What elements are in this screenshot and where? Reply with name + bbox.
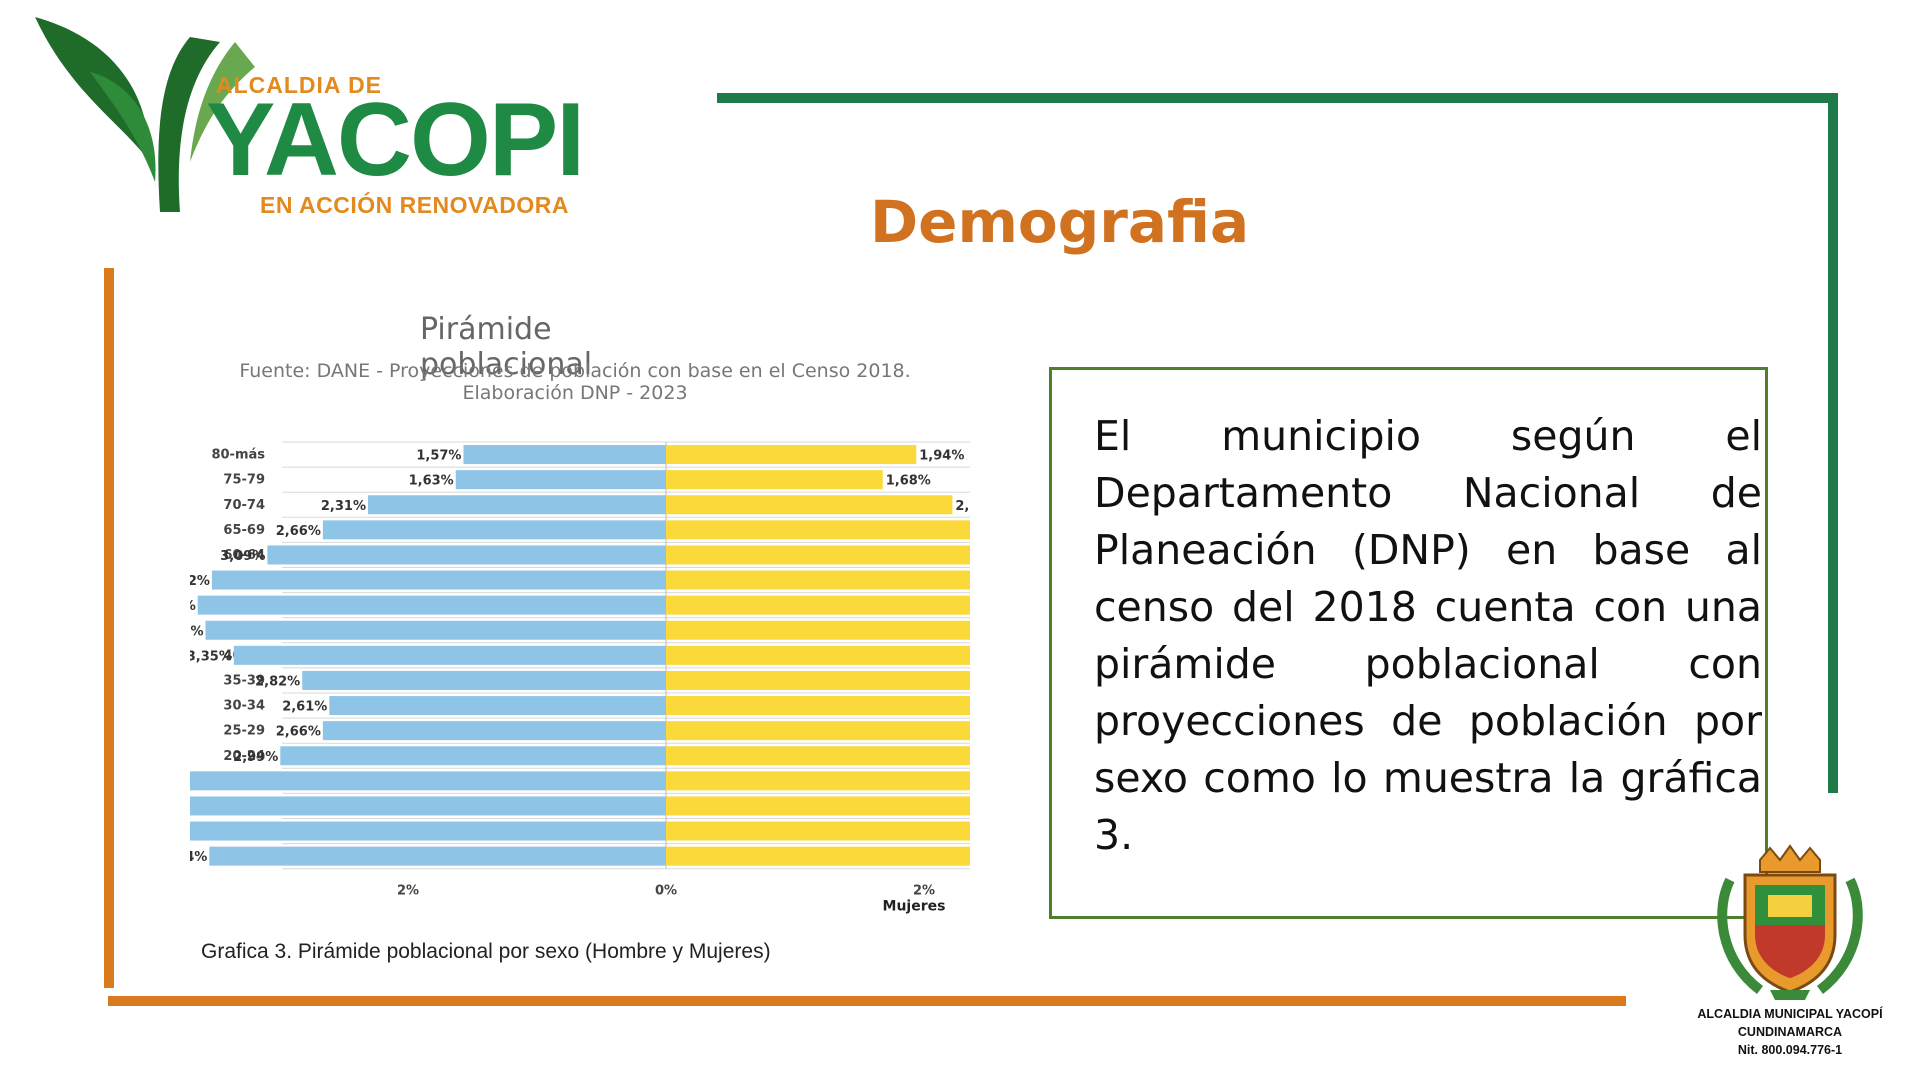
data-label-mujeres: 1,94%: [919, 449, 964, 464]
x-tick-label: 2%: [913, 884, 935, 899]
bar-mujeres: [666, 495, 953, 515]
seal-line-1: ALCALDIA MUNICIPAL YACOPÍ: [1697, 1007, 1883, 1021]
bar-hombres: [368, 495, 666, 515]
data-label-hombres: 3,52%: [190, 574, 210, 589]
age-group-label: 65-69: [223, 523, 265, 538]
chart-title: Pirámide poblacional: [420, 312, 593, 382]
seal-caption: ALCALDIA MUNICIPAL YACOPÍ CUNDINAMARCA N…: [1660, 1005, 1920, 1059]
chart-subtitle-line-1: Fuente: DANE - Proyecciones de población…: [239, 360, 911, 382]
data-label-hombres: 3,09%: [220, 549, 265, 564]
description-box: El municipio según el Departamento Nacio…: [1049, 367, 1768, 919]
decorative-green-top-line: [717, 93, 1835, 103]
bar-hombres: [267, 545, 666, 565]
bar-hombres: [322, 520, 666, 540]
bar-mujeres: [666, 545, 970, 565]
data-label-hombres: 2,61%: [282, 700, 327, 715]
age-group-label: 20-24: [223, 749, 265, 764]
bar-hombres: [329, 696, 666, 716]
data-label-hombres: 2,99%: [233, 750, 278, 765]
age-group-label: 25-29: [223, 724, 265, 739]
age-group-label: 70-74: [223, 498, 265, 513]
bar-hombres: [190, 771, 666, 791]
bar-hombres: [322, 721, 666, 741]
bar-hombres: [190, 796, 666, 816]
bar-mujeres: [666, 721, 970, 741]
bar-mujeres: [666, 746, 970, 766]
bar-hombres: [190, 821, 666, 841]
data-label-hombres: 2,31%: [321, 499, 366, 514]
page-title: Demografia: [870, 188, 1250, 256]
bar-hombres: [209, 846, 666, 866]
bar-hombres: [455, 470, 666, 490]
decorative-orange-left-line: [104, 268, 114, 988]
bar-hombres: [463, 445, 666, 465]
decorative-green-right-line: [1828, 93, 1838, 793]
data-label-hombres: 1,57%: [416, 449, 461, 464]
description-text: El municipio según el Departamento Nacio…: [1094, 412, 1762, 859]
data-label-hombres: 2,66%: [276, 725, 321, 740]
bar-hombres: [205, 620, 666, 640]
data-label-mujeres: 1,68%: [886, 474, 931, 489]
data-label-hombres: 3,54%: [190, 850, 207, 865]
bar-mujeres: [666, 470, 883, 490]
age-group-label: 80-más: [211, 448, 265, 463]
bar-hombres: [233, 645, 666, 665]
seal-line-2: CUNDINAMARCA: [1737, 1025, 1843, 1039]
bar-hombres: [197, 595, 667, 615]
bar-hombres: [280, 746, 666, 766]
bar-mujeres: [666, 520, 970, 540]
coat-of-arms-icon: [1717, 844, 1863, 1000]
bar-mujeres: [666, 771, 970, 791]
bar-mujeres: [666, 570, 970, 590]
x-tick-label: 2%: [397, 884, 419, 899]
leaf-logo-icon: [35, 17, 255, 212]
chart-caption: Grafica 3. Pirámide poblacional por sexo…: [201, 940, 771, 963]
data-label-hombres: 2,82%: [255, 674, 300, 689]
logo-sub-text: EN ACCIÓN RENOVADORA: [260, 192, 570, 218]
age-group-label: 60-64: [223, 548, 265, 563]
axis-label-mujeres: Mujeres: [883, 899, 946, 915]
data-label-hombres: 1,63%: [409, 474, 454, 489]
age-group-label: 35-39: [223, 673, 265, 688]
bar-mujeres: [666, 846, 970, 866]
logo-top-text: ALCALDIA DE: [216, 72, 383, 98]
chart-subtitle: Fuente: DANE - Proyecciones de población…: [210, 360, 940, 404]
seal-line-3: Nit. 800.094.776-1: [1737, 1043, 1843, 1057]
bar-mujeres: [666, 645, 970, 665]
bar-mujeres: [666, 821, 970, 841]
age-group-label: 75-79: [223, 473, 265, 488]
data-label-hombres: 2,66%: [276, 524, 321, 539]
bar-mujeres: [666, 620, 970, 640]
bar-mujeres: [666, 796, 970, 816]
chart-subtitle-line-2: Elaboración DNP - 2023: [462, 382, 688, 404]
yacopi-logo: ALCALDIA DE YACOPI EN ACCIÓN RENOVADORA: [30, 12, 585, 232]
bar-mujeres: [666, 595, 970, 615]
data-label-mujeres: 2,22%: [955, 499, 970, 514]
bar-mujeres: [666, 670, 970, 690]
municipal-seal: [1710, 840, 1870, 1005]
bar-mujeres: [666, 696, 970, 716]
data-label-hombres: 3,63%: [190, 599, 196, 614]
bar-mujeres: [666, 445, 917, 465]
decorative-orange-bottom-line: [108, 996, 1626, 1006]
population-pyramid-chart: 80-más 1,57% 1,94% 75-79 1,63% 1,68% 70-74 2,31…: [190, 441, 970, 915]
x-tick-label: 0%: [655, 884, 677, 899]
bar-hombres: [302, 670, 666, 690]
logo-main-text: YACOPI: [206, 82, 585, 198]
age-group-label: 30-34: [223, 699, 265, 714]
bar-hombres: [211, 570, 667, 590]
data-label-hombres: 3,35%: [190, 649, 232, 664]
data-label-hombres: 3,57%: [190, 624, 203, 639]
